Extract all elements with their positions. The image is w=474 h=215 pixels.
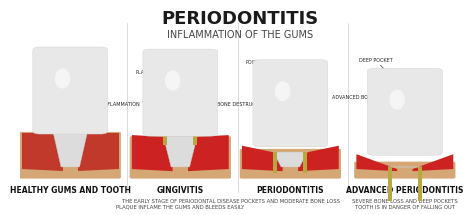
Polygon shape bbox=[356, 154, 397, 171]
Text: BONE DESTRUCTION: BONE DESTRUCTION bbox=[217, 100, 274, 107]
Text: PLAQUE: PLAQUE bbox=[136, 70, 165, 86]
Polygon shape bbox=[188, 135, 229, 171]
FancyBboxPatch shape bbox=[240, 149, 341, 179]
FancyBboxPatch shape bbox=[33, 47, 108, 134]
Polygon shape bbox=[412, 154, 453, 171]
Polygon shape bbox=[22, 133, 63, 171]
Text: POCKETS AND MODERATE BONE LOSS: POCKETS AND MODERATE BONE LOSS bbox=[241, 199, 340, 204]
Polygon shape bbox=[298, 146, 339, 171]
Text: SEVERE BONE LOSS AND DEEP POCKETS
TOOTH IS IN DANGER OF FALLING OUT: SEVERE BONE LOSS AND DEEP POCKETS TOOTH … bbox=[352, 199, 458, 210]
FancyBboxPatch shape bbox=[19, 132, 121, 179]
Text: THE EARLY STAGE OF PERIODONTAL DISEASE
PLAQUE INFLAME THE GUMS AND BLEEDS EASILY: THE EARLY STAGE OF PERIODONTAL DISEASE P… bbox=[116, 199, 245, 210]
Ellipse shape bbox=[165, 71, 180, 91]
FancyBboxPatch shape bbox=[130, 136, 231, 179]
Ellipse shape bbox=[390, 90, 405, 110]
Polygon shape bbox=[303, 152, 307, 173]
Text: PERIODONTITIS: PERIODONTITIS bbox=[161, 10, 319, 28]
Polygon shape bbox=[273, 152, 277, 173]
Polygon shape bbox=[273, 152, 307, 167]
Polygon shape bbox=[418, 167, 422, 201]
Text: ADVANCED BONE LOSS: ADVANCED BONE LOSS bbox=[332, 94, 393, 100]
Polygon shape bbox=[78, 133, 118, 171]
Text: POCKET: POCKET bbox=[246, 60, 271, 75]
Text: INFLAMMATION OF THE GUMS: INFLAMMATION OF THE GUMS bbox=[167, 30, 313, 40]
Polygon shape bbox=[164, 136, 197, 167]
Polygon shape bbox=[242, 146, 283, 171]
FancyBboxPatch shape bbox=[367, 68, 442, 155]
FancyBboxPatch shape bbox=[253, 60, 328, 147]
Text: DEEP POCKET: DEEP POCKET bbox=[359, 58, 393, 75]
Text: PERIODONTITIS: PERIODONTITIS bbox=[256, 186, 324, 195]
Text: INFLAMMATION: INFLAMMATION bbox=[102, 100, 154, 107]
FancyBboxPatch shape bbox=[143, 49, 218, 136]
Text: ADVANCED PERIODONTITIS: ADVANCED PERIODONTITIS bbox=[346, 186, 464, 195]
Ellipse shape bbox=[55, 68, 70, 89]
Ellipse shape bbox=[275, 81, 291, 101]
Polygon shape bbox=[164, 136, 167, 145]
Polygon shape bbox=[53, 133, 87, 167]
Polygon shape bbox=[388, 167, 392, 201]
Text: GINGIVITIS: GINGIVITIS bbox=[157, 186, 204, 195]
FancyBboxPatch shape bbox=[354, 162, 456, 179]
Text: HEALTHY GUMS AND TOOTH: HEALTHY GUMS AND TOOTH bbox=[10, 186, 131, 195]
Polygon shape bbox=[193, 136, 197, 145]
Polygon shape bbox=[132, 135, 173, 171]
